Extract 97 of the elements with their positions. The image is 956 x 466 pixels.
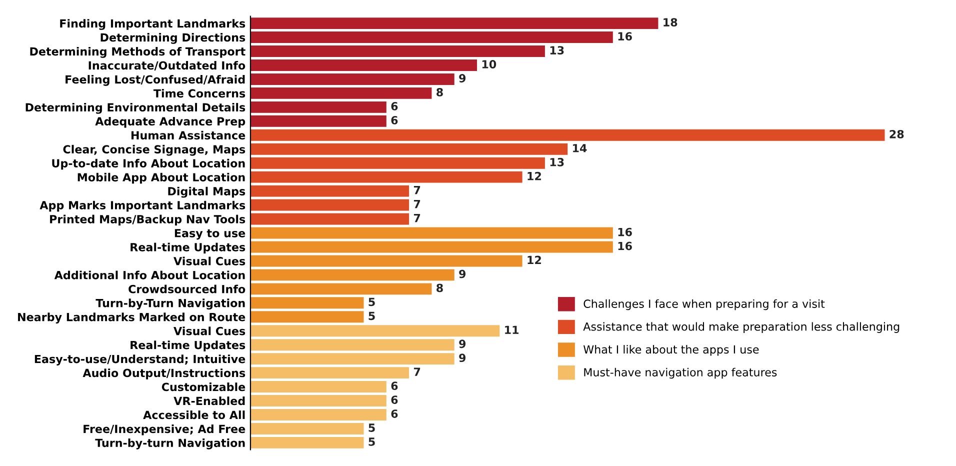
y-tick-label: VR-Enabled [174,396,245,406]
bar [250,395,386,406]
bar [250,381,386,393]
bar [250,339,454,351]
y-tick-label: Turn-by-Turn Navigation [96,298,245,310]
y-tick-label: Easy-to-use/Understand; Intuitive [34,354,246,366]
bar [250,185,410,197]
y-tick-label: App Marks Important Landmarks [40,200,246,212]
bar [250,171,522,183]
y-tick-label: Finding Important Landmarks [60,19,246,30]
bar [250,255,522,267]
data-label: 9 [459,74,466,82]
y-tick-label: Visual Cues [174,256,246,266]
bar [250,311,364,323]
bar [250,18,658,30]
data-label: 5 [368,424,375,432]
bar [250,353,454,365]
data-label: 6 [391,410,398,418]
data-label: 18 [664,18,678,27]
y-tick-label: Crowdsourced Info [128,284,246,294]
y-tick-label: Audio Output/Instructions [82,368,246,380]
data-label: 8 [436,88,443,96]
bar [250,60,477,71]
bar [250,297,364,309]
y-tick-label: Adequate Advance Prep [95,116,246,128]
data-label: 7 [414,214,420,222]
bar [250,101,386,113]
y-tick-label: Determining Directions [100,33,246,44]
y-tick-label: Feeling Lost/Confused/Afraid [66,75,245,86]
bar [250,283,432,295]
bar [250,325,500,337]
bar [250,73,454,85]
data-label: 6 [391,396,398,404]
data-label: 7 [414,186,420,194]
y-tick-label: Determining Methods of Transport [30,47,246,58]
bar [250,157,545,169]
bar [250,227,613,239]
bar [250,129,885,141]
data-label: 28 [890,130,904,138]
y-tick-label: Inaccurate/Outdated Info [88,61,246,70]
y-tick-label: Turn-by-turn Navigation [95,438,245,450]
data-label: 16 [618,242,632,250]
bar [250,269,454,281]
bar [250,409,386,420]
bar [250,87,432,99]
data-label: 12 [528,256,541,264]
data-label: 16 [618,228,632,236]
bar [250,436,364,448]
y-tick-label: Time Concerns [153,88,246,98]
bar [250,199,410,211]
y-tick-label: Real-time Updates [130,242,246,254]
y-tick-label: Mobile App About Location [78,172,245,184]
data-label: 16 [618,32,632,41]
data-label: 7 [414,200,420,208]
data-label: 5 [368,438,375,446]
y-tick-label: Nearby Landmarks Marked on Route [18,312,246,324]
data-label: 13 [550,46,564,54]
y-tick-label: Additional Info About Location [54,270,245,280]
data-label: 5 [368,312,375,320]
bar [250,46,545,57]
y-tick-label: Customizable [162,382,246,392]
legend-label: What I like about the apps I use [583,345,759,356]
bar [250,143,568,155]
data-label: 11 [505,326,519,334]
y-tick-label: Printed Maps/Backup Nav Tools [50,214,246,226]
data-label: 9 [459,354,466,362]
y-tick-label: Clear, Concise Signage, Maps [63,144,246,156]
data-label: 9 [459,270,466,278]
legend-label: Must-have navigation app features [584,368,777,379]
y-tick-label: Up-to-date Info About Location [52,158,245,170]
y-tick-label: Digital Maps [168,186,246,198]
data-label: 5 [368,298,375,306]
data-label: 14 [573,144,587,152]
data-label: 10 [482,60,496,68]
bar [250,422,364,434]
data-label: 9 [459,340,466,348]
y-tick-label: Free/Inexpensive; Ad Free [84,424,246,436]
legend-label: Assistance that would make preparation less challenging [583,322,900,333]
data-label: 8 [436,284,443,292]
legend-label: Challenges I face when preparing for a visit [584,299,825,310]
bar [250,367,410,379]
bar [250,241,613,253]
y-tick-label: Real-time Updates [130,340,246,352]
bar [250,115,386,127]
data-label: 6 [391,102,398,110]
bar [250,213,410,225]
data-label: 13 [550,158,564,166]
data-label: 12 [528,172,541,180]
y-tick-label: Human Assistance [131,130,246,140]
data-label: 6 [391,116,398,124]
y-tick-label: Determining Environmental Details [26,102,246,114]
data-label: 7 [414,368,420,376]
y-tick-label: Easy to use [174,229,246,240]
y-tick-label: Accessible to All [143,410,245,420]
data-label: 6 [391,382,398,390]
bar [250,32,613,44]
y-tick-label: Visual Cues [174,326,246,336]
